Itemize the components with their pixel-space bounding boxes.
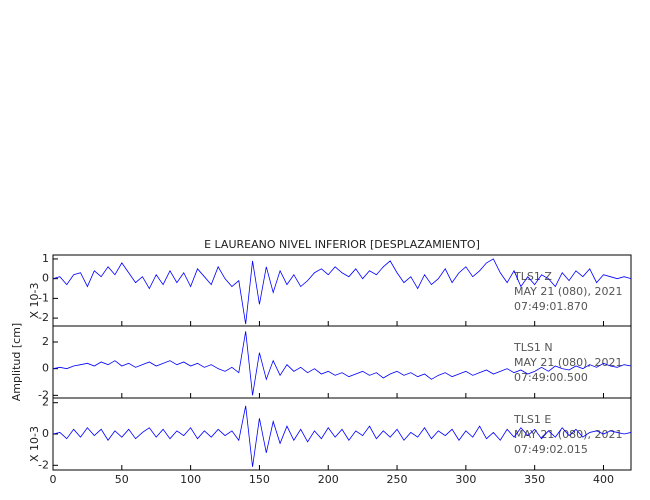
x-tick-label: 300: [455, 473, 476, 486]
y-tick-label: 0: [42, 272, 49, 285]
station-annotation: TLS1 E: [513, 413, 551, 426]
x-tick-label: 50: [115, 473, 129, 486]
x-tick-label: 350: [524, 473, 545, 486]
x-tick-label: 250: [387, 473, 408, 486]
x-tick-label: 100: [180, 473, 201, 486]
y-tick-label: 2: [42, 335, 49, 348]
station-annotation: 07:49:02.015: [514, 443, 588, 456]
station-annotation: TLS1 Z: [513, 270, 552, 283]
waveform: [52, 331, 632, 396]
station-annotation: MAY 21 (080), 2021: [514, 356, 622, 369]
y-tick-label: 1: [42, 252, 49, 265]
y-tick-label: -1: [38, 291, 49, 304]
x-tick-label: 400: [593, 473, 614, 486]
y-tick-label: -2: [38, 311, 49, 324]
waveform: [52, 405, 632, 467]
station-annotation: TLS1 N: [513, 341, 553, 354]
y-tick-label: 0: [42, 362, 49, 375]
x-tick-label: 0: [50, 473, 57, 486]
y-axis-label: Amplitud [cm]: [10, 323, 23, 401]
y-tick-label: 2: [42, 396, 49, 409]
scale-label: X 10-3: [28, 426, 41, 462]
y-tick-label: 0: [42, 427, 49, 440]
x-tick-label: 150: [249, 473, 270, 486]
station-annotation: 07:49:00.500: [514, 371, 588, 384]
waveform: [52, 258, 632, 325]
y-tick-label: -2: [38, 388, 49, 401]
scale-label: X 10-3: [28, 283, 41, 319]
x-tick-label: 200: [318, 473, 339, 486]
y-tick-label: -2: [38, 458, 49, 471]
chart-title: E LAUREANO NIVEL INFERIOR [DESPLAZAMIENT…: [204, 238, 480, 251]
station-annotation: 07:49:01.870: [514, 300, 588, 313]
station-annotation: MAY 21 (080), 2021: [514, 285, 622, 298]
